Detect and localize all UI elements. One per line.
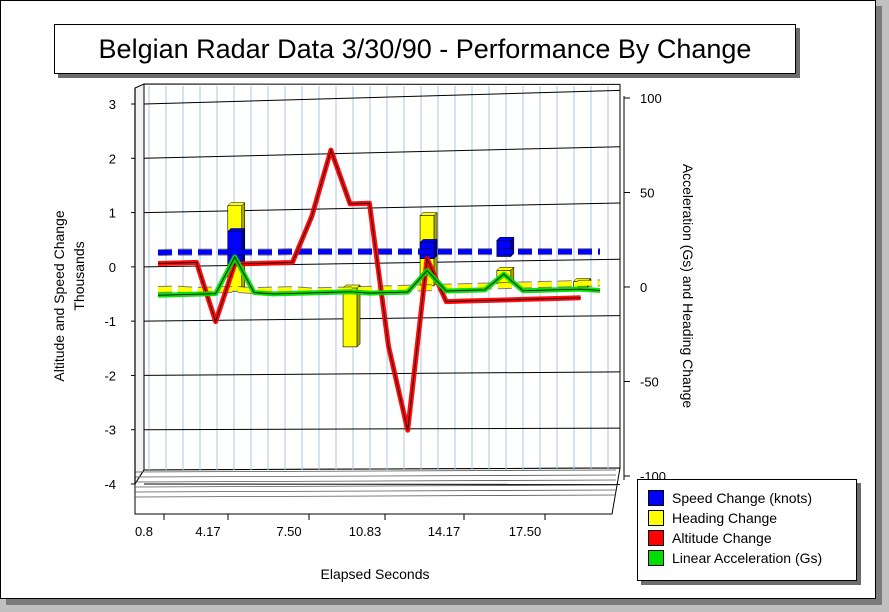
x-tick-label: 0.8 [135, 524, 153, 539]
line-speed [157, 249, 601, 256]
y-tick-label: -3 [104, 423, 116, 438]
bar-heading [342, 287, 358, 348]
legend-swatch-acceleration [648, 550, 664, 566]
y-tick-label: 1 [109, 206, 116, 221]
floor-line [134, 489, 617, 493]
line-core-altitude [157, 148, 581, 431]
floor-line [134, 474, 617, 478]
floor-line [134, 494, 617, 498]
left-wall [134, 83, 145, 486]
legend-item-acceleration: Linear Acceleration (Gs) [648, 548, 822, 568]
grid-line-horizontal [143, 202, 621, 214]
y-tick-label: 2 [109, 151, 116, 166]
legend-swatch-altitude [648, 530, 664, 546]
y-tick-label: -1 [104, 314, 116, 329]
floor-line [134, 479, 617, 483]
back-wall [143, 83, 621, 471]
x-tick-label: 10.83 [349, 524, 382, 539]
legend-item-heading: Heading Change [648, 508, 777, 528]
x-tick-label: 14.17 [428, 524, 461, 539]
chart-title: Belgian Radar Data 3/30/90 - Performance… [54, 24, 796, 74]
y-tick-label: -2 [104, 368, 116, 383]
x-tick-label: 7.50 [276, 524, 301, 539]
y-axis-units-label: Thousands [71, 241, 87, 310]
y2-tick-label: 50 [640, 186, 654, 201]
grid-line-horizontal [143, 427, 621, 431]
y-tick-label: 3 [109, 97, 116, 112]
legend-item-speed: Speed Change (knots) [648, 488, 812, 508]
bar-side-heading [356, 284, 361, 348]
x-axis-label: Elapsed Seconds [321, 566, 430, 582]
legend-swatch-heading [648, 510, 664, 526]
chart-walls [134, 83, 621, 515]
legend-item-altitude: Altitude Change [648, 528, 772, 548]
legend-label-speed: Speed Change (knots) [672, 490, 813, 506]
y2-tick-label: 0 [640, 280, 647, 295]
chart-grid [134, 86, 621, 498]
grid-line-horizontal [143, 371, 621, 376]
floor-line [134, 469, 617, 473]
grid-line-horizontal [143, 146, 621, 159]
y-tick-label: -4 [104, 477, 116, 492]
bar-side-speed [433, 238, 438, 260]
legend: Speed Change (knots) Heading Change Alti… [637, 479, 857, 581]
x-tick-label: 4.17 [195, 524, 220, 539]
grid-line-horizontal [143, 315, 621, 322]
y-axis-label: Altitude and Speed Change [51, 210, 67, 381]
floor-line [134, 484, 617, 488]
x-tick-label: 17.50 [509, 524, 542, 539]
chart-marks [157, 147, 601, 433]
legend-label-altitude: Altitude Change [672, 530, 772, 546]
y2-axis-label: Acceleration (Gs) and Heading Change [680, 164, 696, 409]
y2-tick-label: -50 [640, 375, 659, 390]
bar-side-speed [241, 227, 246, 265]
line-core-acceleration [157, 256, 601, 296]
legend-label-heading: Heading Change [672, 510, 778, 526]
y2-tick-label: 100 [640, 91, 662, 106]
legend-swatch-speed [648, 490, 664, 506]
grid-line-horizontal [143, 89, 621, 105]
y-tick-label: 0 [109, 260, 116, 275]
grid-line-horizontal [143, 258, 621, 268]
legend-label-acceleration: Linear Acceleration (Gs) [672, 550, 823, 566]
